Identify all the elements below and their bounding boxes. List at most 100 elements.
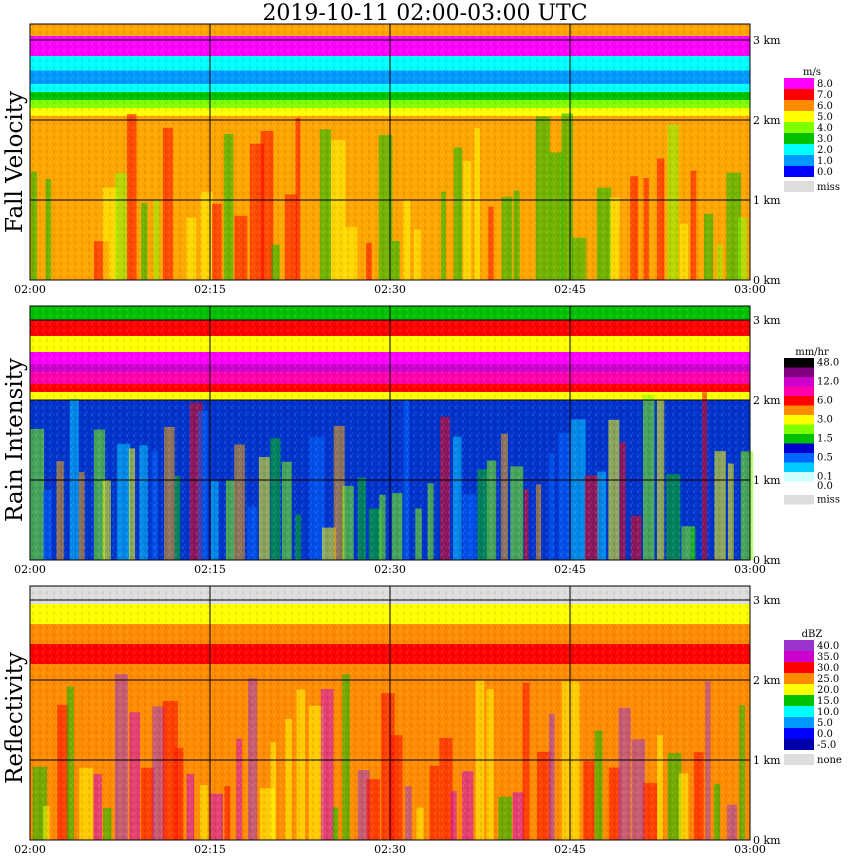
legend-label: none [817,755,842,766]
legend-label: miss [817,495,840,506]
legend-swatch [784,89,814,100]
legend: dBZ40.035.030.025.020.015.010.05.00.0-5.… [784,629,842,766]
panel-1: 02:00 02:15 02:30 02:45 03:000 km 1 km 2 km 3 k… [2,23,840,296]
x-tick-label: 02:00 [14,843,46,856]
legend-label: 6.0 [817,101,833,112]
y-tick-label: 1 km [753,194,781,207]
legend-label: 1.0 [817,156,833,167]
y-tick-label: 3 km [753,594,781,607]
x-tick-label: 02:15 [194,563,226,576]
y-tick-label: 3 km [753,314,781,327]
legend-label: 25.0 [817,674,839,685]
legend-label: 0.1 [817,472,833,483]
y-tick-label: 0 km [753,834,781,847]
legend-swatch [784,717,814,728]
x-tick-label: 02:30 [374,563,406,576]
legend-swatch [784,122,814,133]
y-tick-label: 1 km [753,474,781,487]
plot-frame [29,23,751,281]
legend-swatch [784,443,814,453]
x-tick-label: 02:45 [554,283,586,296]
legend-label: 5.0 [817,718,833,729]
legend-label: 7.0 [817,90,833,101]
x-tick-label: 02:00 [14,283,46,296]
y-tick-label: 1 km [753,754,781,767]
legend-swatch [784,472,814,482]
y-tick-label: 2 km [753,674,781,687]
legend-swatch [784,166,814,177]
x-tick-label: 02:45 [554,563,586,576]
legend-label: 0.0 [817,481,833,492]
legend-label: 1.5 [817,434,833,445]
legend-swatch [784,111,814,122]
legend-swatch [784,728,814,739]
y-axis-label: Reflectivity [2,652,28,784]
legend-swatch [784,415,814,425]
legend-label: 35.0 [817,652,839,663]
legend-unit: dBZ [802,629,823,640]
chart-title: 2019-10-11 02:00-03:00 UTC [262,1,588,26]
legend-swatch [784,367,814,377]
legend-label: 0.0 [817,167,833,178]
y-tick-label: 0 km [753,274,781,287]
x-tick-label: 02:30 [374,283,406,296]
legend: m/s8.07.06.05.04.03.02.01.00.0 miss [784,67,840,193]
x-tick-label: 02:30 [374,843,406,856]
legend-swatch [784,481,814,491]
legend-label: 15.0 [817,696,839,707]
legend-swatch [784,155,814,166]
legend-label: 4.0 [817,123,833,134]
panel-3: 02:00 02:15 02:30 02:45 03:000 km 1 km 2 km 3 k… [2,585,842,856]
legend-swatch [784,133,814,144]
plot-frame [29,585,751,841]
y-tick-label: 2 km [753,394,781,407]
legend-swatch [784,358,814,368]
legend-label: 30.0 [817,663,839,674]
legend-label: 10.0 [817,707,839,718]
legend-swatch [784,495,814,505]
x-tick-label: 02:15 [194,843,226,856]
legend-unit: m/s [803,67,821,78]
legend-swatch [784,673,814,684]
legend-swatch [784,78,814,89]
plot-frame [29,305,751,561]
legend-swatch [784,405,814,415]
legend-swatch [784,739,814,750]
legend-swatch [784,100,814,111]
legend-swatch [784,651,814,662]
legend-swatch [784,684,814,695]
legend-label: 6.0 [817,396,833,407]
legend-swatch [784,386,814,396]
legend-label: 48.0 [817,358,839,369]
legend-label: miss [817,182,840,193]
legend-label: 0.0 [817,729,833,740]
legend-swatch [784,640,814,651]
legend-label: 8.0 [817,79,833,90]
y-tick-label: 3 km [753,34,781,47]
legend-label: 20.0 [817,685,839,696]
legend-label: 3.0 [817,134,833,145]
legend-swatch [784,662,814,673]
y-axis-label: Rain Intensity [2,358,28,522]
legend-swatch [784,462,814,472]
legend-swatch [784,754,814,765]
x-tick-label: 02:15 [194,283,226,296]
legend-label: -5.0 [817,740,836,751]
legend-unit: mm/hr [795,347,829,358]
panel-2: 02:00 02:15 02:30 02:45 03:000 km 1 km 2 km 3 k… [2,305,840,576]
y-tick-label: 0 km [753,554,781,567]
legend-label: 12.0 [817,377,839,388]
legend-label: 3.0 [817,415,833,426]
legend-swatch [784,706,814,717]
legend-swatch [784,424,814,434]
x-tick-label: 02:45 [554,843,586,856]
y-axis-label: Fall Velocity [2,91,28,233]
legend-swatch [784,434,814,444]
x-tick-label: 03:00 [734,843,766,856]
x-tick-label: 03:00 [734,283,766,296]
legend-label: 2.0 [817,145,833,156]
y-tick-label: 2 km [753,114,781,127]
legend-label: 5.0 [817,112,833,123]
legend-swatch [784,377,814,387]
